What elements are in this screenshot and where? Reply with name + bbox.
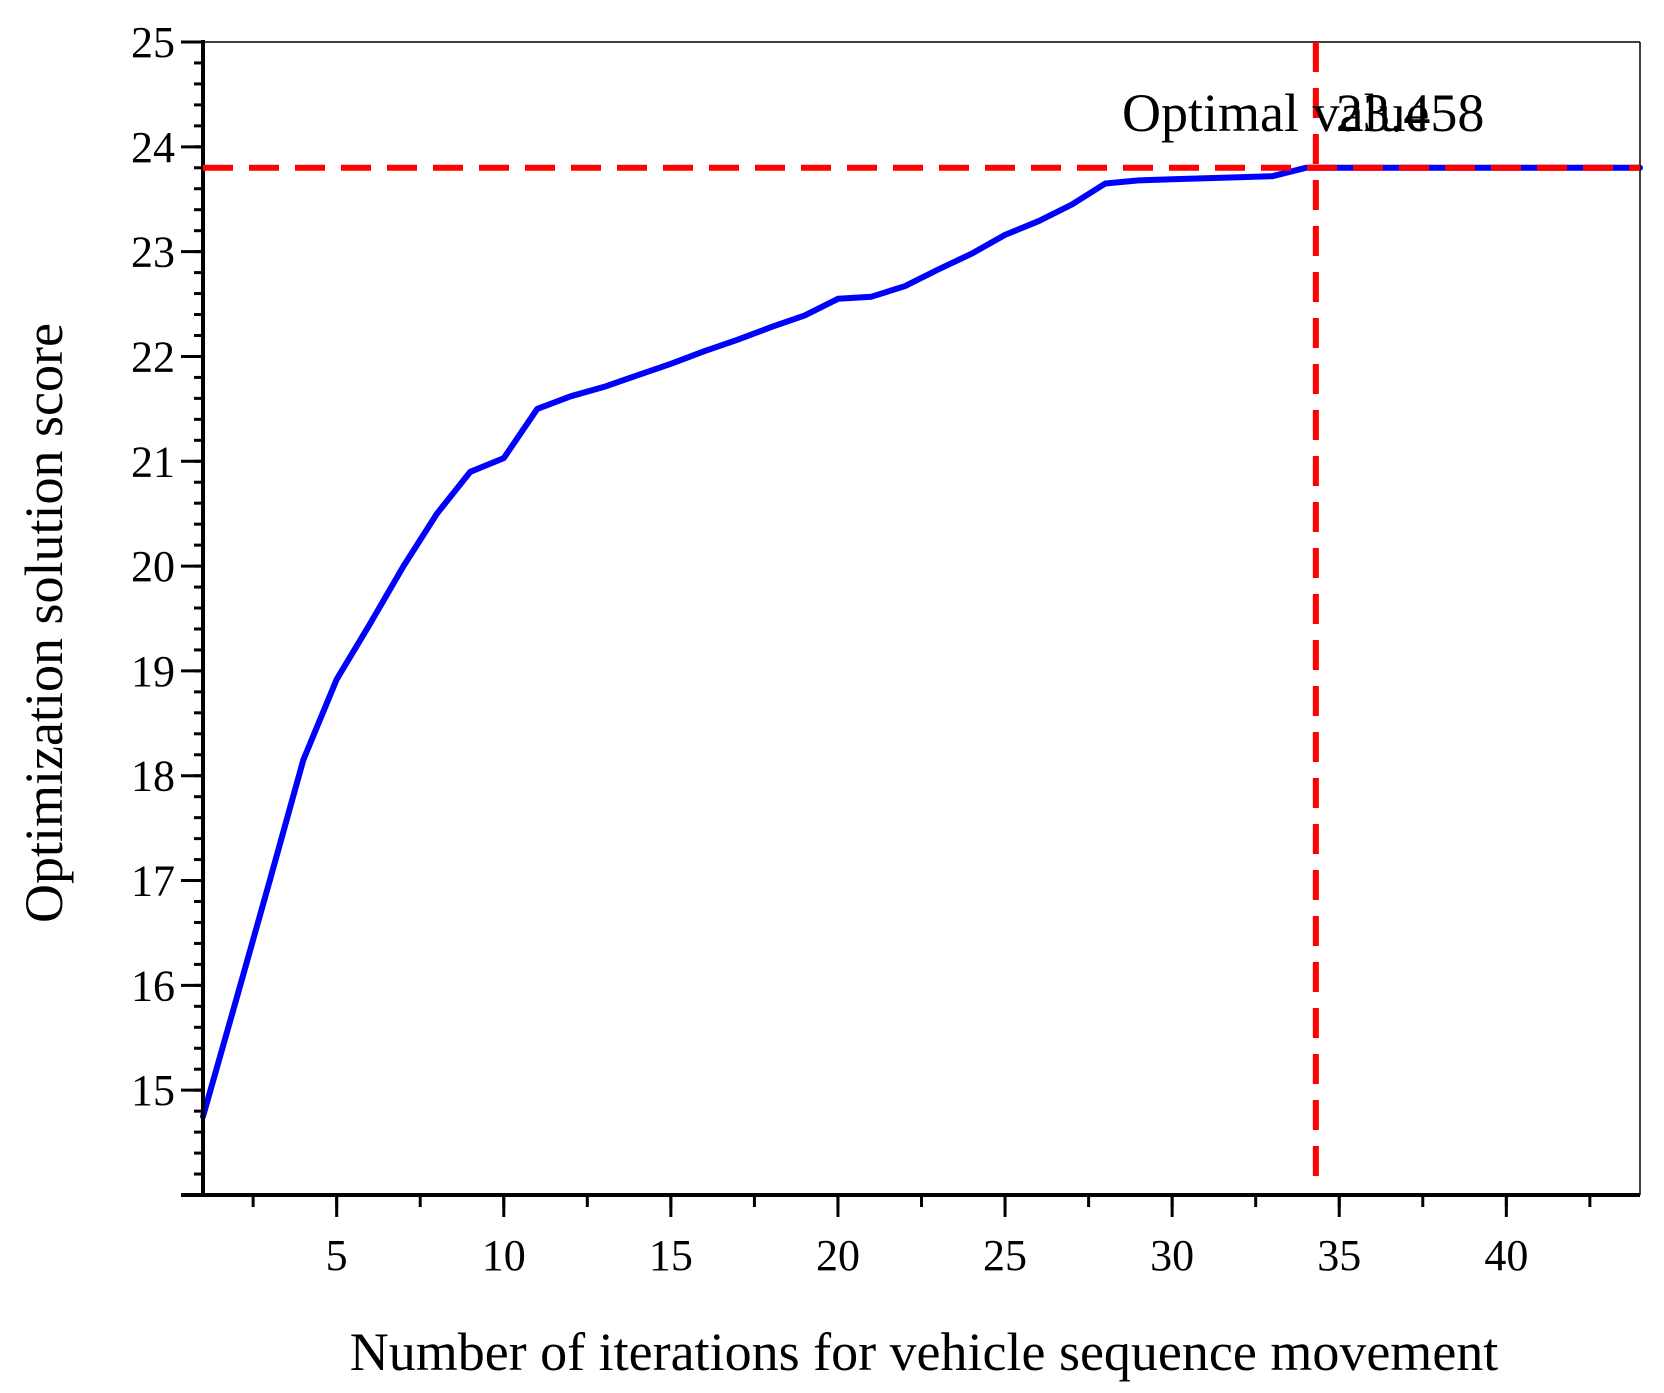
x-tick-label: 10	[482, 1231, 526, 1280]
x-tick-label: 20	[816, 1231, 860, 1280]
y-tick-label: 24	[131, 123, 175, 172]
optimal-value-number: 23.458	[1336, 83, 1485, 143]
x-tick-label: 25	[983, 1231, 1027, 1280]
y-tick-label: 17	[131, 857, 175, 906]
y-axis-title: Optimization solution score	[14, 323, 74, 923]
y-tick-label: 21	[131, 437, 175, 486]
x-tick-label: 35	[1317, 1231, 1361, 1280]
tick-labels: 15 16 17 18 19 20 21 22 23 24 25 5 10 15 20 25 30 35 40	[131, 18, 1528, 1280]
x-axis-title: Number of iterations for vehicle sequenc…	[350, 1322, 1499, 1382]
x-tick-label: 40	[1484, 1231, 1528, 1280]
y-tick-label: 25	[131, 18, 175, 67]
y-tick-label: 23	[131, 228, 175, 277]
y-tick-label: 18	[131, 752, 175, 801]
y-tick-label: 20	[131, 542, 175, 591]
y-tick-label: 19	[131, 647, 175, 696]
x-tick-label: 30	[1150, 1231, 1194, 1280]
x-tick-label: 5	[326, 1231, 348, 1280]
x-tick-label: 15	[649, 1231, 693, 1280]
plot-frame	[181, 40, 1641, 1197]
y-tick-label: 15	[131, 1066, 175, 1115]
y-tick-label: 16	[131, 961, 175, 1010]
y-tick-label: 22	[131, 332, 175, 381]
optimal-value-label: Optimal value	[1122, 83, 1429, 143]
